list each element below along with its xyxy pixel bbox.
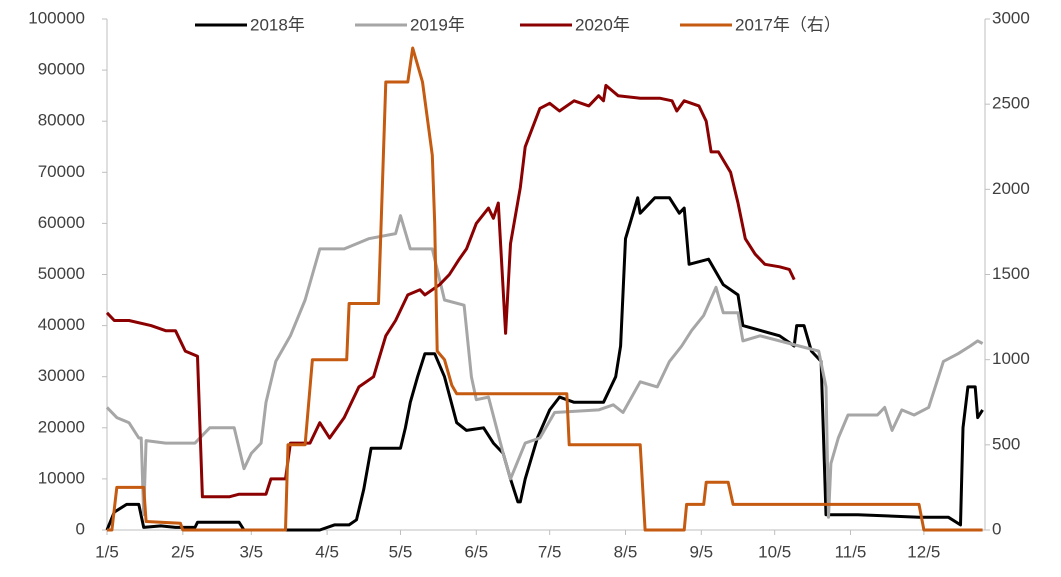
y-tick-label: 70000 bbox=[38, 162, 85, 181]
x-tick-label: 2/5 bbox=[171, 542, 195, 561]
x-tick-label: 4/5 bbox=[315, 542, 339, 561]
x-tick-label: 3/5 bbox=[239, 542, 263, 561]
x-tick-label: 7/5 bbox=[538, 542, 562, 561]
y-tick-label: 50000 bbox=[38, 264, 85, 283]
y-tick-label: 30000 bbox=[38, 366, 85, 385]
series-line bbox=[105, 196, 984, 532]
x-tick-label: 6/5 bbox=[464, 542, 488, 561]
y-tick-label: 80000 bbox=[38, 111, 85, 130]
y-tick-label: 40000 bbox=[38, 315, 85, 334]
y2-tick-label: 1000 bbox=[992, 349, 1030, 368]
x-tick-label: 9/5 bbox=[689, 542, 713, 561]
legend-label: 2018年 bbox=[250, 15, 305, 34]
y2-tick-label: 1500 bbox=[992, 264, 1030, 283]
y-tick-label: 0 bbox=[76, 519, 85, 538]
series-line bbox=[105, 214, 984, 519]
legend-label: 2019年 bbox=[410, 15, 465, 34]
y-tick-label: 10000 bbox=[38, 468, 85, 487]
x-tick-label: 5/5 bbox=[389, 542, 413, 561]
x-tick-label: 8/5 bbox=[614, 542, 638, 561]
y-tick-label: 90000 bbox=[38, 60, 85, 79]
y2-tick-label: 3000 bbox=[992, 8, 1030, 27]
y-tick-label: 60000 bbox=[38, 213, 85, 232]
series-line bbox=[105, 83, 796, 499]
y2-tick-label: 2000 bbox=[992, 179, 1030, 198]
x-tick-label: 12/5 bbox=[907, 542, 940, 561]
y2-tick-label: 2500 bbox=[992, 94, 1030, 113]
x-tick-label: 11/5 bbox=[835, 542, 867, 561]
legend-label: 2017年（右） bbox=[735, 15, 841, 34]
y-tick-label: 20000 bbox=[38, 417, 85, 436]
y-tick-label: 100000 bbox=[28, 8, 85, 27]
x-tick-label: 10/5 bbox=[758, 542, 791, 561]
x-tick-label: 1/5 bbox=[95, 542, 119, 561]
series-line bbox=[107, 46, 983, 532]
legend-label: 2020年 bbox=[575, 15, 630, 34]
y2-tick-label: 500 bbox=[992, 434, 1020, 453]
y2-tick-label: 0 bbox=[992, 519, 1001, 538]
